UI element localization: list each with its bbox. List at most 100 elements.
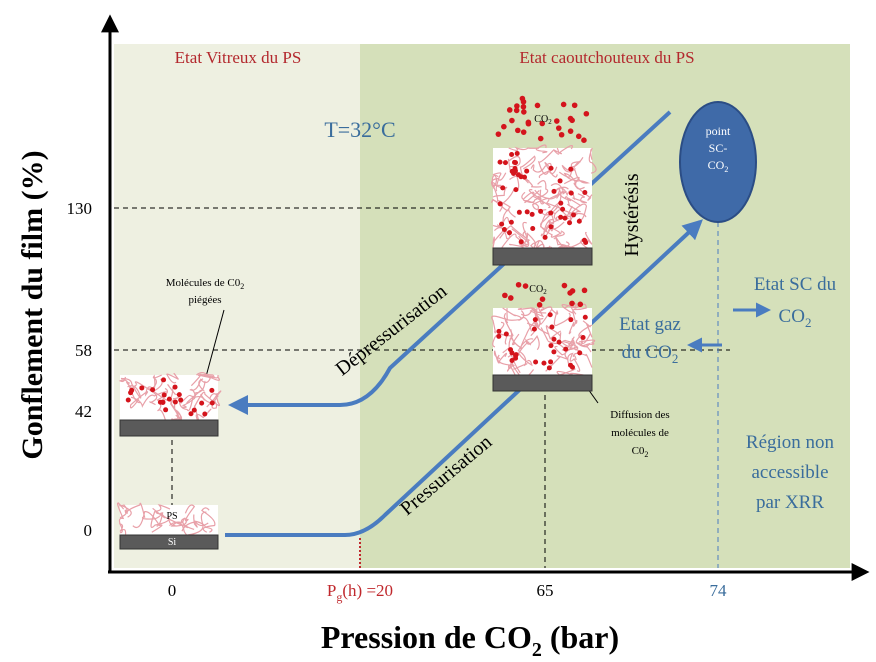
co2-molecule <box>567 128 574 134</box>
co2-molecule <box>548 165 554 171</box>
co2-molecule <box>583 110 590 117</box>
co2-molecule <box>558 200 564 206</box>
co2-molecule <box>557 178 563 184</box>
critical-point <box>679 101 757 223</box>
co2-molecule <box>534 102 541 109</box>
x-tick-label: 65 <box>537 581 554 600</box>
co2-molecule <box>178 397 184 403</box>
subscript: 2 <box>805 315 812 330</box>
co2-molecule <box>569 300 575 307</box>
text-part: CO <box>529 284 543 295</box>
co2-molecule <box>530 226 536 232</box>
co2-molecule <box>567 220 573 226</box>
curve-label: Hystérésis <box>621 173 643 257</box>
co2-molecule <box>571 212 577 218</box>
polymer-chain <box>492 229 505 249</box>
co2-molecule <box>512 159 518 165</box>
co2-molecule <box>532 317 538 323</box>
text-part: CO <box>534 114 548 125</box>
x-tick-label: Pg(h) =20 <box>327 581 393 604</box>
glassy-region <box>114 44 360 568</box>
co2-molecule <box>500 185 506 191</box>
text-part: CO <box>708 158 725 172</box>
polymer-chain <box>493 350 508 364</box>
co2-molecule <box>581 237 587 243</box>
text-part: C0 <box>632 445 645 457</box>
subscript: 2 <box>724 165 728 174</box>
co2-molecule <box>541 360 547 366</box>
co2-molecule <box>551 349 557 355</box>
polymer-chain <box>530 162 552 173</box>
co2-molecule <box>496 333 502 339</box>
y-tick-label: 58 <box>75 341 92 360</box>
co2-molecule <box>562 215 568 221</box>
region-title: Etat Vitreux du PS <box>175 48 302 67</box>
co2-molecule <box>555 125 562 131</box>
co2-molecule <box>172 384 178 390</box>
subscript: 2 <box>532 639 542 661</box>
polymer-chain <box>520 319 550 350</box>
polymer-chain <box>550 308 571 327</box>
co2-molecule <box>580 334 586 340</box>
polymer-chain <box>521 232 537 248</box>
co2-molecule <box>199 400 205 406</box>
polymer-chain <box>490 183 502 203</box>
pressurisation-curve <box>225 219 703 537</box>
polymer-chain <box>118 523 127 536</box>
polymer-chain <box>141 507 166 520</box>
co2-molecule <box>549 324 555 330</box>
co2-molecule <box>518 239 524 245</box>
co2-molecule <box>166 396 172 402</box>
polymer-chain <box>130 391 167 408</box>
co2-molecule <box>191 407 197 413</box>
co2-molecule <box>520 129 527 135</box>
co2-molecule <box>536 302 543 308</box>
co2-molecule <box>529 211 535 217</box>
film-label: CO2 <box>534 114 552 126</box>
co2-molecule <box>538 208 544 214</box>
co2-molecule <box>560 101 567 108</box>
co2-molecule <box>496 328 502 334</box>
co2-molecule <box>581 287 588 294</box>
co2-molecule <box>581 137 587 144</box>
co2-molecule <box>553 118 560 124</box>
polymer-chain <box>528 189 545 205</box>
co2-molecule <box>507 230 513 236</box>
co2-molecule <box>524 209 530 215</box>
polymer-chain <box>556 203 588 221</box>
polymer-chain <box>550 221 565 235</box>
co2-molecule <box>522 174 528 180</box>
co2-molecule <box>513 107 520 114</box>
region-note: accessible <box>751 462 828 483</box>
film-label: CO2 <box>529 284 547 296</box>
co2-molecule <box>582 314 588 320</box>
substrate <box>119 534 219 550</box>
co2-molecule <box>575 133 582 140</box>
polymer-chain <box>499 221 528 239</box>
co2-molecule <box>539 120 546 127</box>
co2-molecule <box>128 390 134 396</box>
polymer-chain <box>502 319 514 354</box>
polymer-chain <box>184 504 196 522</box>
co2-molecule <box>499 221 505 227</box>
polymer-chain <box>116 502 125 524</box>
polymer-chain <box>545 346 578 372</box>
polymer-chain <box>490 172 507 188</box>
co2-molecule <box>563 346 569 352</box>
polymer-chain <box>568 310 578 335</box>
point-label: SC- <box>709 141 728 155</box>
polymer-chain <box>491 307 508 334</box>
co2-molecule <box>176 392 182 398</box>
annotation: Molécules de C02 <box>166 277 245 291</box>
co2-molecule <box>525 120 532 127</box>
polymer-chain <box>567 352 581 372</box>
x-tick-label: 74 <box>710 581 728 600</box>
subscript: 2 <box>548 118 552 126</box>
polymer-chain <box>132 511 163 533</box>
polymer-chain <box>209 393 219 409</box>
co2-molecule <box>546 365 552 371</box>
co2-molecule <box>511 170 517 176</box>
polymer-chain <box>201 507 216 533</box>
text-part: CO <box>779 306 805 327</box>
